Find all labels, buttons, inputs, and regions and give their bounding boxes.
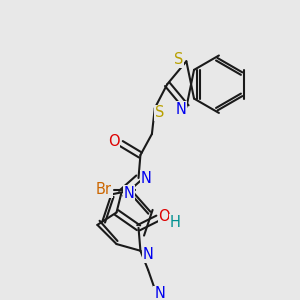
Text: Br: Br: [96, 182, 112, 197]
Text: S: S: [155, 105, 164, 120]
Text: S: S: [174, 52, 183, 67]
Text: O: O: [108, 134, 119, 149]
Text: N: N: [154, 286, 165, 300]
Text: N: N: [124, 186, 134, 201]
Text: N: N: [141, 170, 152, 185]
Text: N: N: [142, 247, 154, 262]
Text: H: H: [169, 214, 180, 230]
Text: O: O: [158, 209, 170, 224]
Text: N: N: [175, 102, 186, 117]
